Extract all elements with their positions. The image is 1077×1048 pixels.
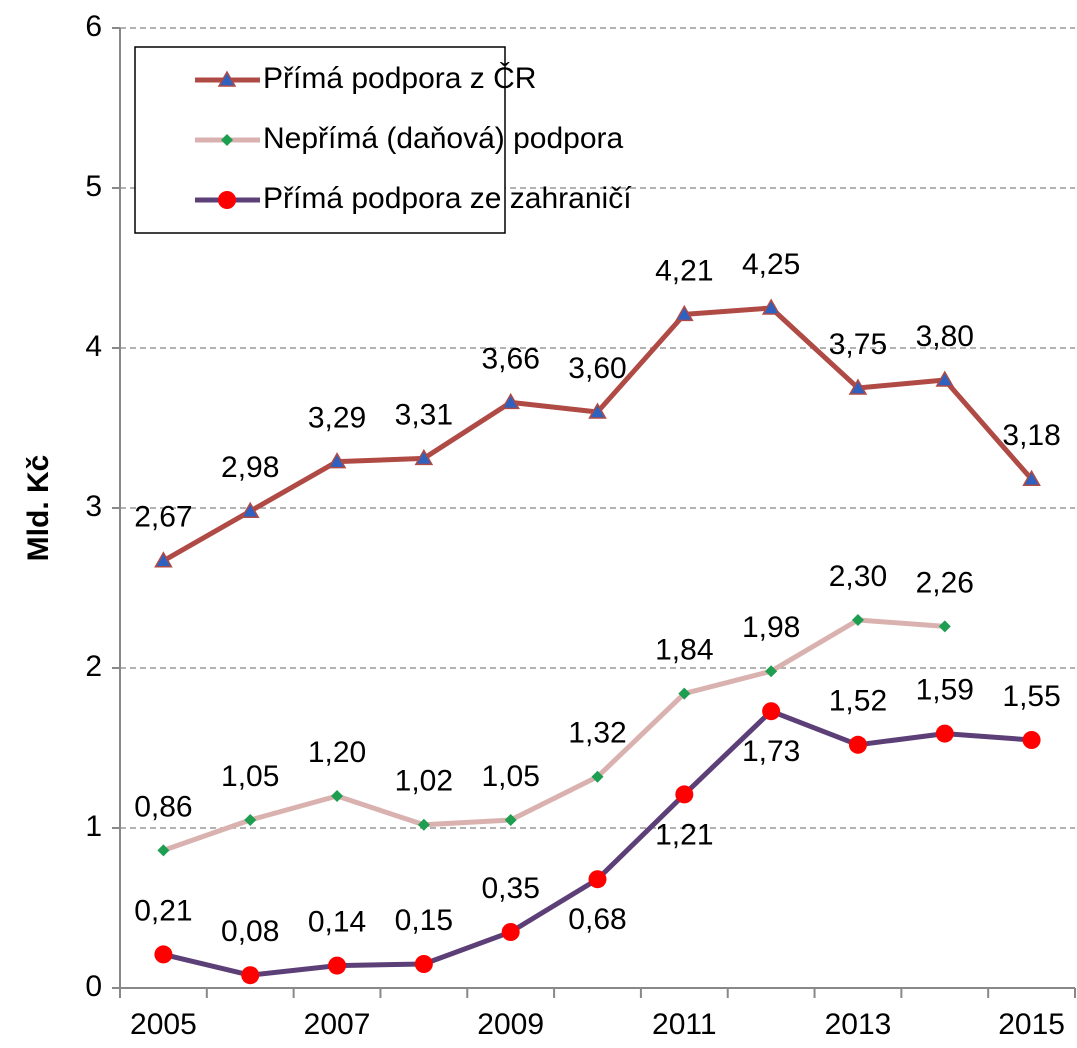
x-tick-label: 2007: [304, 1008, 371, 1041]
data-label: 2,67: [134, 501, 192, 534]
data-point: [157, 844, 170, 857]
data-point: [327, 452, 347, 469]
data-label: 3,66: [481, 342, 539, 375]
data-label: 0,21: [134, 894, 192, 927]
data-point: [938, 620, 951, 633]
data-label: 1,98: [742, 611, 800, 644]
data-point: [331, 790, 344, 802]
data-label: 1,73: [742, 735, 800, 768]
data-point: [504, 814, 517, 826]
data-point: [414, 448, 434, 466]
data-point: [241, 966, 260, 985]
data-point: [154, 945, 173, 964]
y-tick-label: 4: [85, 330, 102, 363]
data-label: 0,35: [481, 872, 539, 905]
series-line: [162, 305, 1034, 563]
data-label: 1,05: [481, 760, 539, 793]
data-point: [765, 665, 778, 678]
data-point: [591, 770, 604, 783]
data-label: 1,32: [568, 717, 626, 750]
data-label: 4,25: [742, 248, 800, 281]
data-label: 3,60: [568, 352, 626, 385]
y-tick-label: 0: [85, 970, 102, 1003]
data-point: [935, 370, 955, 387]
data-point: [675, 785, 694, 804]
data-label: 3,18: [1002, 419, 1060, 452]
legend-label: Přímá podpora z ČR: [263, 61, 536, 95]
data-point: [501, 923, 520, 941]
data-point: [1022, 469, 1041, 486]
data-label: 0,68: [568, 903, 626, 936]
data-point: [240, 501, 260, 518]
y-tick-label: 5: [85, 170, 102, 203]
data-point: [417, 818, 430, 831]
data-point: [1022, 731, 1041, 749]
data-label: 1,59: [916, 674, 974, 707]
data-label: 0,08: [221, 915, 279, 948]
data-point: [851, 614, 864, 626]
data-point: [414, 955, 433, 973]
data-label: 4,21: [655, 254, 713, 287]
data-label: 1,84: [655, 634, 713, 667]
x-tick-label: 2015: [998, 1008, 1065, 1041]
x-tick-label: 2011: [652, 1008, 717, 1041]
data-point: [935, 724, 954, 743]
legend-label: Přímá podpora ze zahraničí: [263, 182, 632, 215]
x-tick-label: 2013: [825, 1008, 892, 1041]
data-point: [848, 378, 868, 395]
data-label: 3,80: [916, 320, 974, 353]
y-tick-label: 2: [85, 650, 102, 683]
data-label: 1,52: [829, 685, 887, 718]
legend-label: Nepřímá (daňová) podpora: [263, 122, 624, 155]
legend-marker: [217, 70, 237, 87]
data-label: 1,21: [655, 818, 713, 851]
y-tick-label: 3: [85, 490, 102, 523]
data-point: [675, 304, 694, 322]
data-label: 2,30: [829, 560, 887, 593]
data-label: 0,86: [134, 790, 192, 823]
data-label: 3,29: [308, 402, 366, 435]
data-label: 0,14: [308, 906, 366, 939]
data-label: 1,02: [395, 765, 453, 798]
data-point: [678, 687, 691, 700]
data-point: [588, 870, 607, 889]
y-axis-label: Mld. Kč: [22, 455, 55, 562]
data-point: [761, 298, 781, 315]
data-label: 1,55: [1002, 680, 1060, 713]
data-label: 3,31: [395, 398, 453, 431]
data-label: 2,26: [916, 566, 974, 599]
data-point: [848, 735, 867, 754]
y-tick-label: 6: [85, 10, 102, 43]
data-label: 0,15: [395, 904, 453, 937]
data-label: 1,20: [308, 736, 366, 769]
x-tick-label: 2005: [130, 1008, 197, 1041]
series-line: [162, 617, 945, 853]
data-point: [244, 814, 257, 826]
x-tick-label: 2009: [477, 1008, 544, 1041]
data-point: [588, 402, 607, 419]
data-point: [154, 551, 173, 568]
data-label: 3,75: [829, 328, 887, 361]
legend-marker: [221, 134, 233, 146]
legend-marker: [218, 191, 236, 209]
data-point: [501, 392, 520, 410]
y-tick-label: 1: [85, 810, 102, 843]
data-label: 2,98: [221, 451, 279, 484]
data-label: 1,05: [221, 760, 279, 793]
data-point: [328, 956, 347, 975]
data-point: [762, 702, 781, 721]
